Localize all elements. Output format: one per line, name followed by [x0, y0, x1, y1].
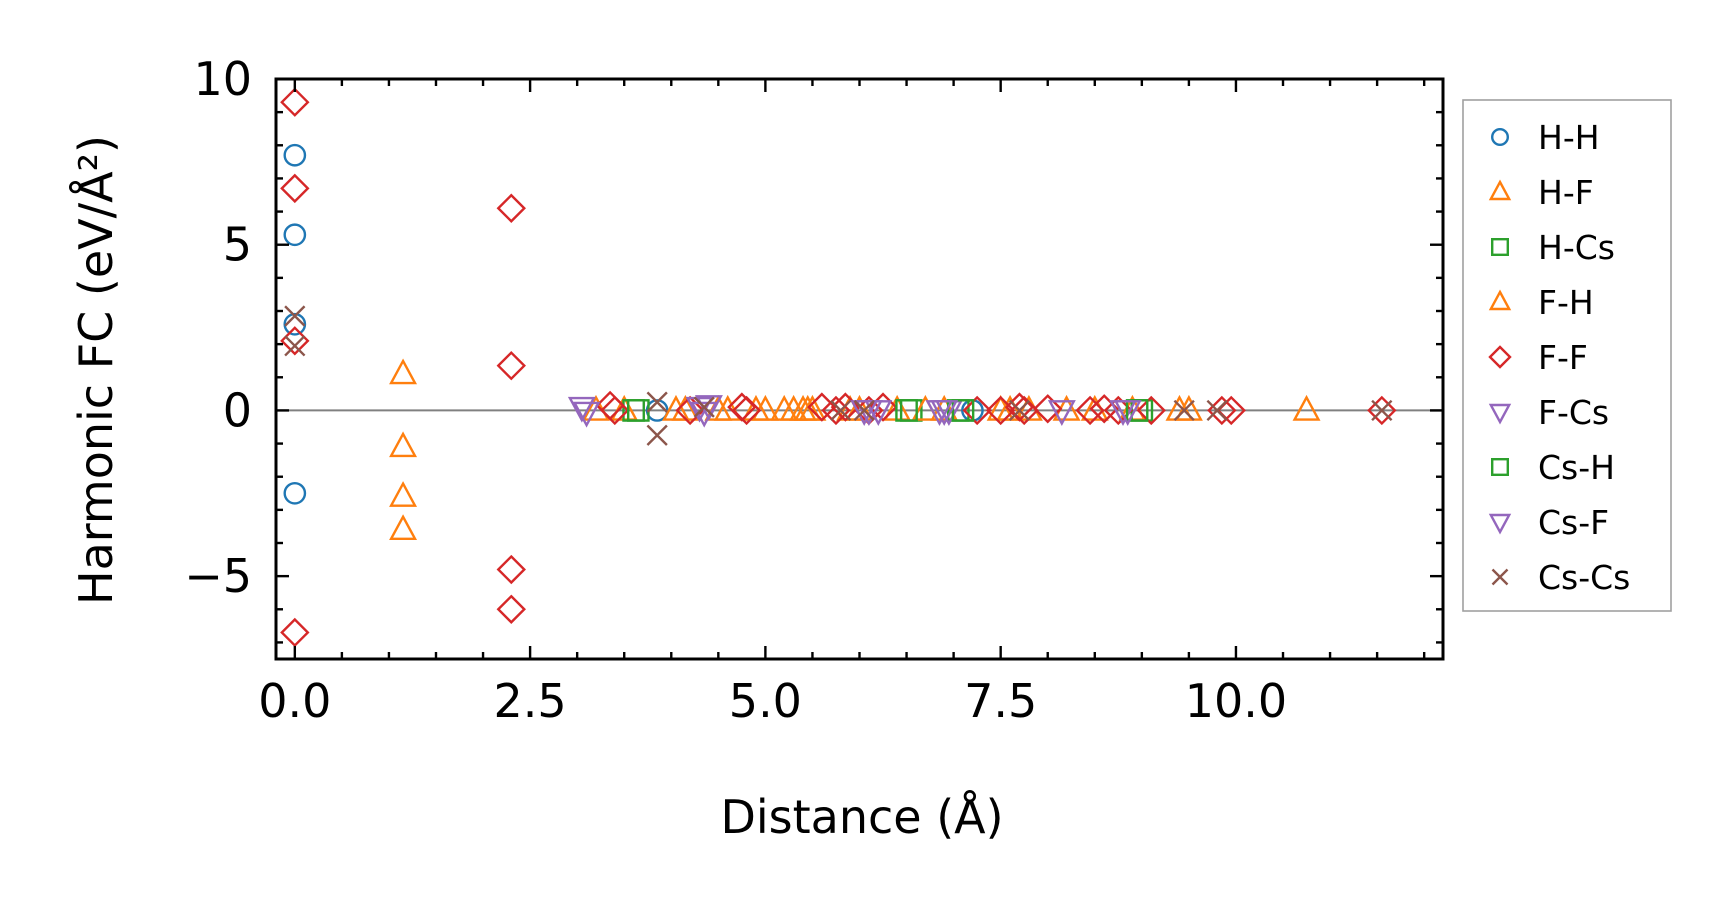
x-axis-title: Distance (Å)	[720, 790, 1003, 844]
data-point	[1136, 395, 1166, 426]
data-point	[962, 395, 992, 426]
data-point	[1367, 395, 1397, 426]
y-tick-label: 0	[223, 383, 252, 437]
legend-label: F-Cs	[1538, 393, 1609, 432]
legend-entry: H-H	[1490, 118, 1600, 157]
data-point	[389, 514, 418, 541]
data-point	[496, 193, 526, 223]
data-point	[496, 554, 526, 585]
series-h-h	[283, 143, 984, 505]
data-point	[284, 335, 306, 357]
legend-label: H-F	[1538, 173, 1594, 212]
data-point	[1033, 394, 1063, 424]
data-point	[283, 223, 307, 247]
y-axis-title: Harmonic FC (eV/Å²)	[69, 135, 123, 605]
y-tick-label: 10	[193, 52, 252, 106]
tick-labels: 0.0 2.5 5.0 7.5 10.0 −5 0 5 10	[184, 52, 1287, 728]
data-point	[1206, 399, 1228, 422]
data-point	[1173, 399, 1195, 422]
data-point	[496, 350, 526, 381]
data-point	[985, 395, 1016, 426]
data-point	[389, 358, 418, 385]
data-point	[1047, 400, 1076, 426]
data-point	[853, 399, 875, 422]
x-tick-label: 0.0	[258, 674, 331, 728]
data-point	[280, 617, 310, 648]
data-point	[675, 395, 705, 426]
data-point	[830, 399, 852, 422]
series-cs-cs	[284, 305, 1393, 446]
legend-label: Cs-H	[1538, 448, 1615, 487]
legend-marker	[1488, 289, 1512, 311]
data-point	[930, 400, 959, 426]
legend-entry: F-F	[1488, 338, 1588, 377]
legend-marker	[1488, 345, 1512, 369]
legend-label: H-H	[1538, 118, 1600, 157]
data-point	[646, 391, 668, 413]
data-point	[1371, 399, 1393, 422]
axes-frame	[274, 77, 1445, 661]
legend-entry: Cs-H	[1490, 448, 1615, 487]
data-point	[600, 395, 630, 426]
legend-label: Cs-Cs	[1538, 558, 1630, 597]
legend-label: Cs-F	[1538, 503, 1609, 542]
data-point	[793, 394, 822, 421]
data-point	[895, 399, 918, 422]
legend-entry: H-Cs	[1490, 228, 1615, 267]
x-tick-label: 10.0	[1185, 674, 1287, 728]
data-point	[283, 312, 307, 336]
data-point	[1008, 399, 1031, 422]
data-point	[951, 399, 975, 422]
data-markers	[280, 87, 1397, 648]
legend-marker	[1490, 458, 1509, 477]
data-point	[280, 173, 310, 204]
data-point	[389, 431, 418, 458]
legend-label: F-F	[1538, 338, 1588, 377]
data-point	[284, 305, 306, 327]
data-point	[496, 594, 526, 624]
data-point	[280, 87, 310, 117]
data-point	[731, 395, 762, 426]
x-tick-label: 7.5	[964, 674, 1037, 728]
data-point	[1292, 394, 1321, 421]
legend-label: H-Cs	[1538, 228, 1615, 267]
x-tick-label: 2.5	[494, 674, 567, 728]
legend-entry: F-H	[1488, 283, 1594, 322]
legend-entry: H-F	[1488, 173, 1594, 212]
legend-entry: F-Cs	[1488, 393, 1609, 432]
legend-marker	[1488, 179, 1512, 201]
data-point	[567, 396, 596, 423]
data-point	[930, 394, 959, 421]
legend-label: F-H	[1538, 283, 1594, 322]
legend-marker	[1488, 513, 1512, 535]
data-point	[693, 396, 715, 418]
data-point	[283, 481, 307, 505]
y-tick-label: 5	[223, 218, 252, 272]
data-point	[770, 394, 799, 421]
x-tick-label: 5.0	[729, 674, 802, 728]
data-point	[283, 143, 307, 167]
y-tick-label: −5	[184, 549, 252, 603]
data-point	[572, 401, 601, 428]
data-point	[1113, 400, 1142, 426]
data-point	[713, 394, 742, 421]
data-point	[389, 481, 418, 507]
data-point	[646, 424, 668, 446]
legend-entry: Cs-Cs	[1491, 558, 1630, 597]
legend: H-H H-F H-Cs F-H F-F F-Cs Cs-H Cs-F Cs-Cs	[1462, 99, 1672, 612]
data-point	[751, 394, 780, 421]
legend-entry: Cs-F	[1488, 503, 1609, 542]
legend-marker	[1491, 568, 1509, 586]
data-point	[582, 394, 610, 421]
legend-marker	[1488, 403, 1512, 425]
legend-marker	[1490, 237, 1509, 256]
data-point	[645, 399, 669, 422]
data-point	[1075, 395, 1105, 426]
legend-marker	[1490, 127, 1509, 146]
